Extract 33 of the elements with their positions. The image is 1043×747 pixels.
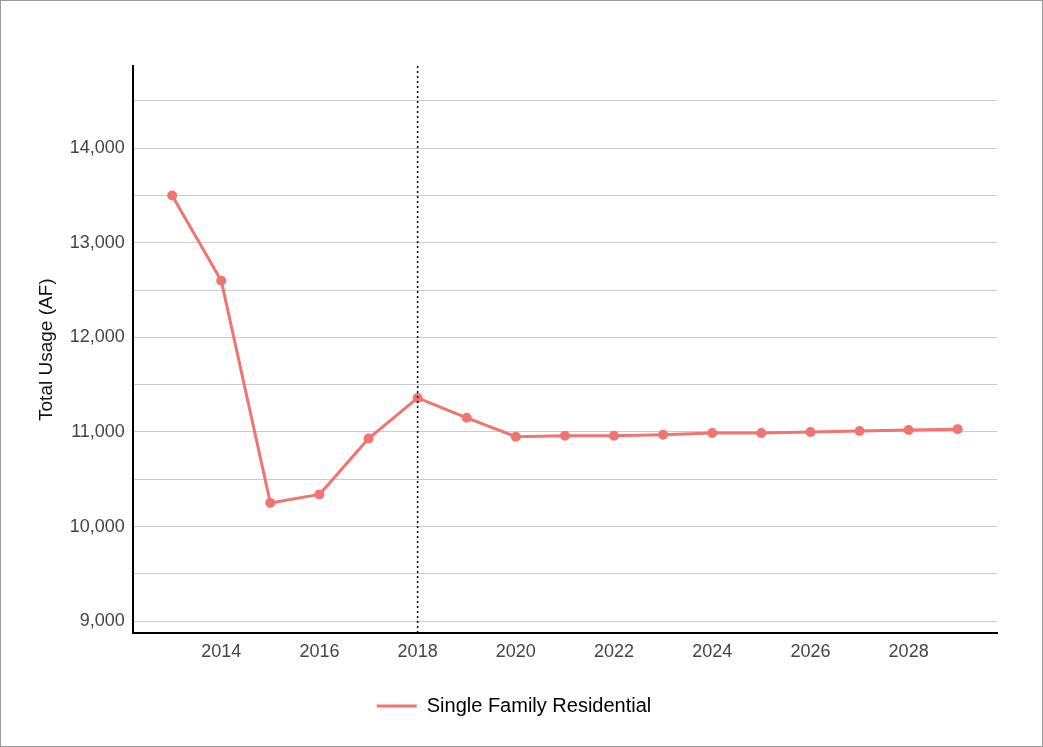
point xyxy=(952,424,963,435)
point xyxy=(363,433,374,444)
point xyxy=(805,426,816,437)
point xyxy=(314,489,325,500)
y-axis-title: Total Usage (AF) xyxy=(34,278,56,421)
point xyxy=(707,427,718,438)
y-tick-label: 13,000 xyxy=(69,231,125,252)
x-tick-label: 2018 xyxy=(397,641,438,662)
point xyxy=(658,429,669,440)
point xyxy=(609,430,620,441)
point xyxy=(559,430,570,441)
x-tick-label: 2020 xyxy=(495,641,536,662)
point xyxy=(461,412,472,423)
point xyxy=(216,275,227,286)
y-tick-label: 14,000 xyxy=(69,137,125,158)
point xyxy=(412,392,423,403)
x-tick-label: 2028 xyxy=(888,641,929,662)
y-tick-label: 12,000 xyxy=(69,326,125,347)
point xyxy=(903,425,914,436)
x-tick-label: 2014 xyxy=(201,641,242,662)
x-tick-label: 2026 xyxy=(790,641,831,662)
legend-label: Single Family Residential xyxy=(426,693,652,716)
point xyxy=(265,497,276,508)
y-tick-label: 9,000 xyxy=(79,610,125,631)
point xyxy=(167,190,178,201)
y-tick-label: 11,000 xyxy=(71,420,125,441)
x-tick-label: 2024 xyxy=(692,641,733,662)
point xyxy=(854,426,865,437)
y-tick-label: 10,000 xyxy=(69,515,125,536)
x-tick-label: 2016 xyxy=(299,641,340,662)
x-tick-label: 2022 xyxy=(594,641,635,662)
point xyxy=(756,427,767,438)
point xyxy=(510,431,521,442)
